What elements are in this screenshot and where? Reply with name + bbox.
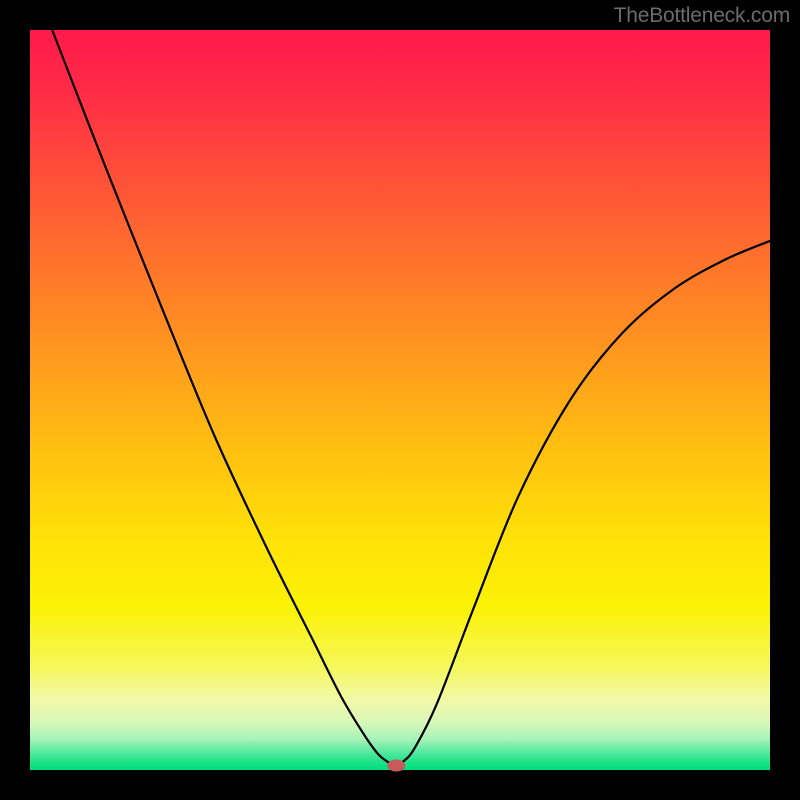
optimal-point-marker <box>387 760 405 772</box>
bottleneck-curve-chart <box>0 0 800 800</box>
chart-container: TheBottleneck.com <box>0 0 800 800</box>
chart-plot-area <box>30 30 770 770</box>
watermark-label: TheBottleneck.com <box>614 4 790 28</box>
